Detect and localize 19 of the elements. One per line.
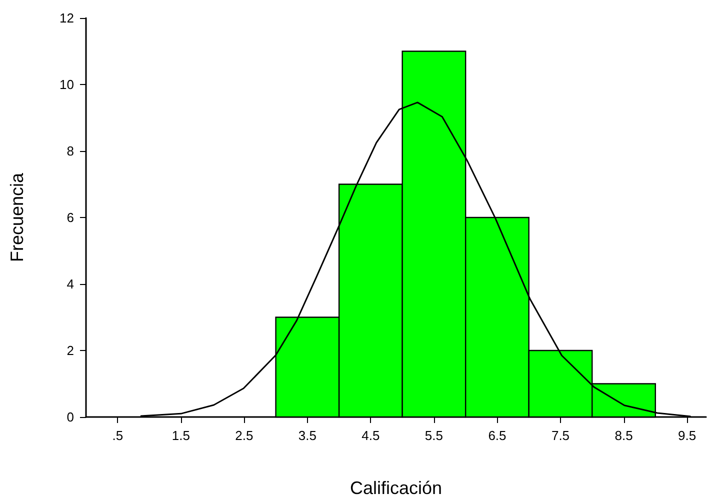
y-tick-label: 10 (60, 77, 74, 92)
x-tick-label: 9.5 (678, 428, 696, 443)
x-tick-label: 3.5 (298, 428, 316, 443)
y-tick-label: 4 (66, 276, 74, 292)
x-tick-label: 7.5 (551, 428, 570, 443)
y-tick-label: 8 (66, 144, 74, 158)
x-tick-label: 1.5 (172, 428, 190, 443)
y-tick-label: 6 (66, 210, 74, 225)
x-tick-label: 5.5 (424, 428, 443, 443)
x-tick-label: 2.5 (235, 428, 254, 443)
y-tick-label: 2 (66, 343, 74, 358)
y-tick-label: 12 (60, 10, 74, 26)
x-tick-label: 4.5 (362, 428, 380, 443)
x-tick-label: 8.5 (614, 428, 633, 443)
y-tick-label: 0 (66, 410, 74, 424)
x-tick-label: .5 (112, 428, 124, 443)
x-axis-title: Calificación (350, 478, 442, 498)
y-axis-title: Frecuencia (7, 172, 27, 262)
x-tick-label: 6.5 (488, 428, 506, 443)
